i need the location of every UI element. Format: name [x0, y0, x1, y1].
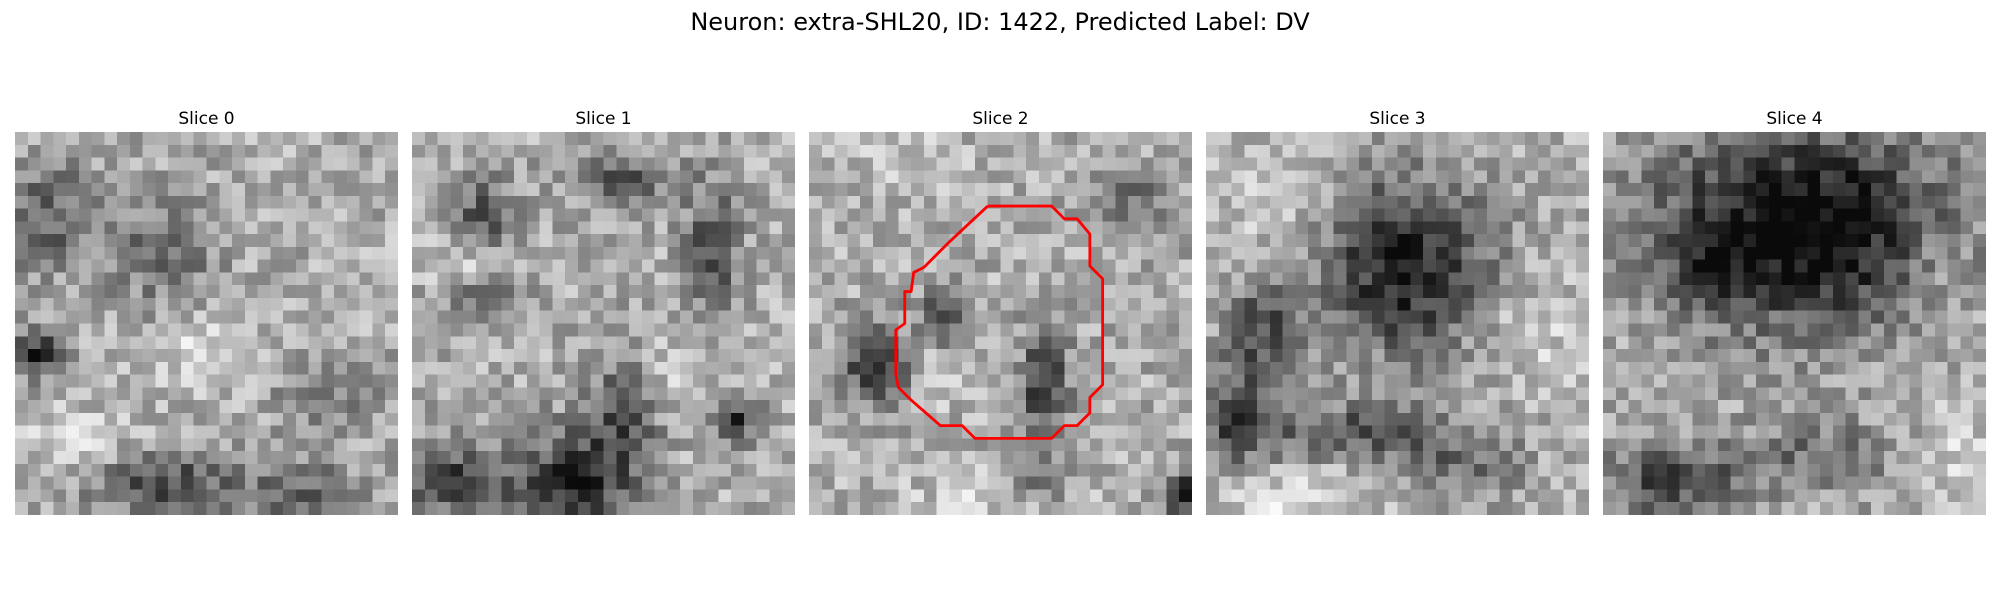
slice-image-1 — [412, 132, 795, 515]
slice-image-3 — [1206, 132, 1589, 515]
segmentation-contour — [894, 204, 1105, 440]
slice-title-2: Slice 2 — [972, 109, 1029, 129]
slice-image-0 — [15, 132, 398, 515]
slice-panel-0: Slice 0 — [15, 106, 398, 515]
slice-panel-2: Slice 2 — [809, 106, 1192, 515]
slice-panel-1: Slice 1 — [412, 106, 795, 515]
slice-title-3: Slice 3 — [1369, 109, 1426, 129]
figure-title: Neuron: extra-SHL20, ID: 1422, Predicted… — [690, 8, 1310, 36]
slice-image-4 — [1603, 132, 1986, 515]
slice-image-2 — [809, 132, 1192, 515]
slice-panel-4: Slice 4 — [1603, 106, 1986, 515]
slice-title-0: Slice 0 — [178, 109, 235, 129]
slice-title-4: Slice 4 — [1766, 109, 1823, 129]
slice-title-1: Slice 1 — [575, 109, 632, 129]
slice-panel-3: Slice 3 — [1206, 106, 1589, 515]
